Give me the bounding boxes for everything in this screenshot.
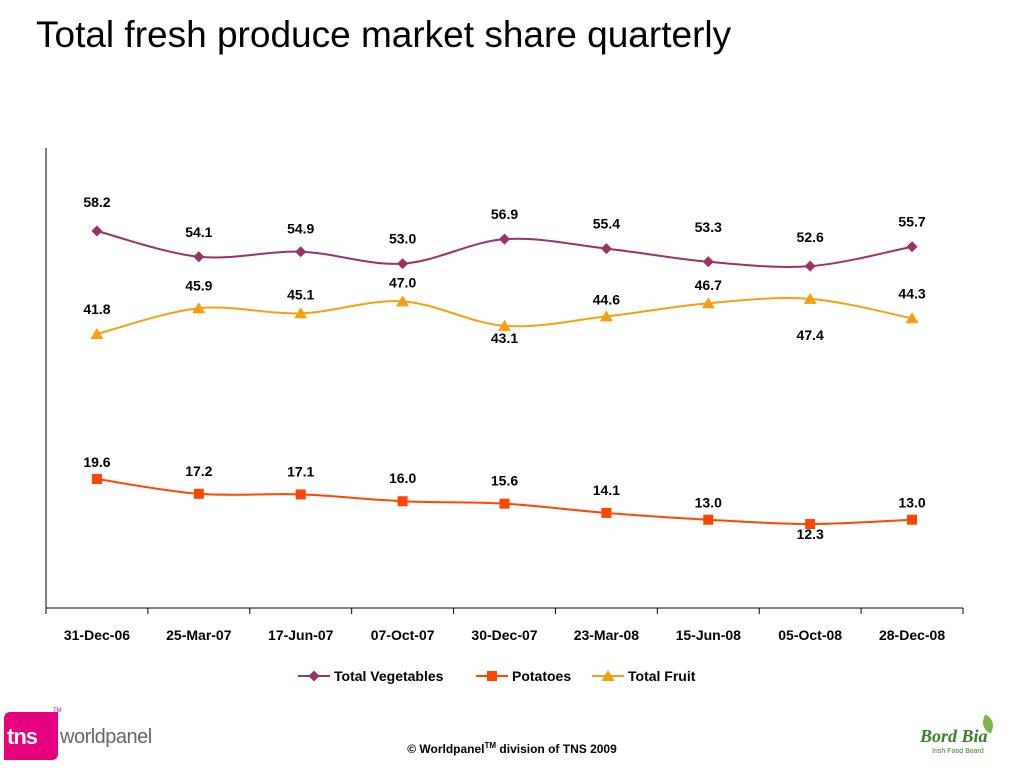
data-label: 56.9 (491, 206, 518, 222)
footer-prefix: © Worldpanel (407, 742, 485, 756)
chart-axes (45, 148, 964, 614)
chart-x-tick-labels: 31-Dec-06 25-Mar-07 17-Jun-07 07-Oct-07 30-D… (64, 627, 945, 643)
data-label: 14.1 (593, 482, 620, 498)
data-label: 44.6 (593, 291, 620, 307)
data-point-marker (396, 295, 410, 307)
data-label: 15.6 (491, 473, 518, 489)
data-label: 41.8 (83, 301, 110, 317)
data-label: 19.6 (83, 454, 110, 470)
data-label: 46.7 (695, 277, 722, 293)
data-point-marker (601, 507, 612, 518)
data-point-marker (397, 496, 408, 507)
x-tick-label: 05-Oct-08 (778, 627, 842, 643)
data-point-marker (499, 233, 510, 245)
data-point-marker (193, 251, 205, 263)
x-tick-label: 31-Dec-06 (64, 627, 130, 643)
data-label: 52.6 (797, 229, 824, 245)
data-point-marker (599, 310, 613, 322)
x-tick-label: 07-Oct-07 (371, 627, 435, 643)
data-label: 16.0 (389, 470, 416, 486)
data-label: 47.4 (797, 327, 824, 343)
legend-label: Potatoes (512, 668, 571, 684)
tns-logo-tm: TM (53, 708, 62, 714)
data-label: 43.1 (491, 330, 518, 346)
bord-bia-subtitle: Irish Food Board (932, 748, 984, 755)
x-tick-label: 25-Mar-07 (166, 627, 232, 643)
legend-label: Total Fruit (628, 668, 696, 684)
data-point-marker (295, 246, 307, 258)
data-label: 55.7 (898, 214, 925, 230)
data-point-marker (703, 514, 714, 525)
legend-marker (487, 671, 497, 681)
data-point-marker (91, 225, 103, 237)
legend-item: Potatoes (476, 668, 571, 684)
data-point-marker (295, 489, 306, 500)
data-point-marker (805, 519, 816, 530)
x-tick-label: 15-Jun-08 (676, 627, 742, 643)
tns-logo-text: tns (7, 724, 38, 749)
data-label: 55.4 (593, 216, 620, 232)
data-label: 17.1 (287, 463, 314, 479)
data-point-marker (397, 258, 409, 270)
data-point-marker (906, 241, 918, 253)
data-point-marker (90, 328, 104, 339)
page-title: Total fresh produce market share quarter… (36, 14, 732, 55)
data-label: 53.0 (389, 231, 416, 247)
legend-item: Total Fruit (592, 668, 696, 684)
data-point-marker (702, 256, 714, 268)
data-label: 13.0 (695, 495, 722, 511)
x-tick-label: 30-Dec-07 (471, 627, 537, 643)
data-point-marker (294, 307, 308, 319)
data-point-marker (803, 292, 817, 304)
data-label: 17.2 (185, 463, 212, 479)
legend-item: Total Vegetables (298, 668, 444, 684)
legend-marker (601, 670, 615, 681)
footer-suffix: division of TNS 2009 (496, 742, 617, 756)
bord-bia-logo: Bord Bia Irish Food Board (916, 714, 1006, 762)
data-point-marker (498, 319, 511, 331)
x-tick-label: 17-Jun-07 (268, 627, 334, 643)
data-point-marker (804, 260, 816, 272)
data-label: 47.0 (389, 274, 416, 290)
data-label: 12.3 (797, 526, 824, 542)
data-label: 53.3 (695, 219, 722, 235)
data-label: 45.1 (287, 286, 314, 302)
copyright-footer: © WorldpanelTM division of TNS 2009 (0, 741, 1024, 756)
x-tick-label: 23-Mar-08 (574, 627, 640, 643)
chart-legend: Total Vegetables Potatoes Total Fruit (298, 668, 696, 684)
data-label: 45.9 (185, 277, 212, 293)
data-point-marker (91, 474, 102, 484)
data-point-marker (193, 488, 204, 499)
data-label: 13.0 (898, 495, 925, 511)
footer-tm: TM (484, 741, 497, 750)
chart-data-labels: 58.2 54.1 54.9 53.0 56.9 55.4 53.3 52.6 55.7 19.6… (83, 194, 926, 542)
worldpanel-logo-text: worldpanel (60, 726, 152, 748)
data-label: 54.1 (185, 224, 212, 240)
data-label: 44.3 (898, 285, 925, 301)
legend-marker (308, 670, 320, 682)
chart-markers (90, 225, 919, 530)
data-point-marker (701, 297, 715, 309)
data-point-marker (499, 498, 510, 509)
data-label: 58.2 (83, 194, 110, 210)
data-label: 54.9 (287, 221, 314, 237)
data-point-marker (905, 312, 919, 324)
data-point-marker (192, 302, 206, 314)
tns-logo-box: tns (4, 712, 58, 760)
tns-worldpanel-logo: tns TM worldpanel (4, 708, 152, 760)
legend-label: Total Vegetables (334, 668, 444, 684)
data-point-marker (600, 243, 612, 255)
bord-bia-name: Bord Bia (920, 726, 988, 746)
data-point-marker (907, 514, 918, 525)
x-tick-label: 28-Dec-08 (879, 627, 945, 643)
